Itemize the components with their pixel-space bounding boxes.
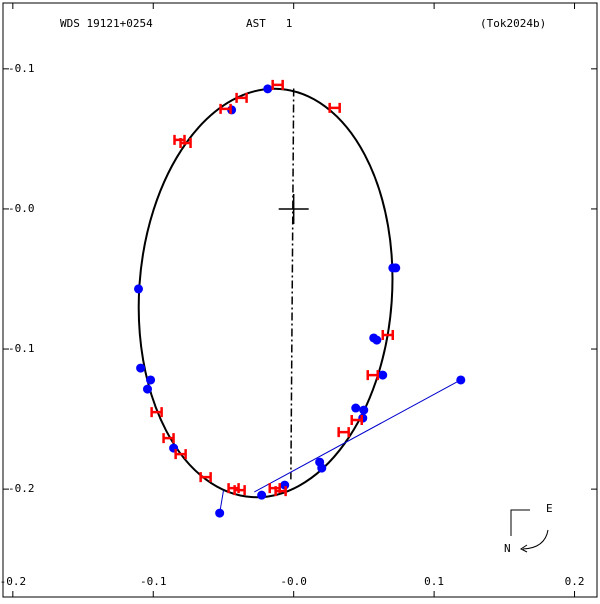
visual-point [215,508,225,518]
visual-point [257,490,267,500]
visual-point [378,370,388,380]
chart-title: WDS 19121+0254 [60,17,153,30]
y-tick-label: -0.1 [8,62,35,75]
line-of-nodes [290,88,295,480]
speckle-point [350,415,363,426]
x-tick-label: 0.1 [424,575,444,588]
speckle-point [179,137,192,148]
visual-point [146,375,156,385]
speckle-point [233,485,246,496]
speckle-point [150,407,163,418]
compass: E N [504,502,553,555]
subtitle: AST 1 [246,17,292,30]
y-tick-label: -0.0 [8,202,35,215]
visual-point [280,480,290,490]
speckle-point [162,433,175,444]
x-tick-label: -0.0 [280,575,307,588]
visual-point [136,363,146,373]
speckle-point [271,79,284,90]
speckle-point [274,486,287,497]
speckle-point [328,102,341,113]
visual-point [359,405,369,415]
orbit [137,87,394,499]
residual-line [254,379,462,493]
speckle-point [337,427,350,438]
y-tick-label: -0.2 [8,482,35,495]
speckle-point [366,370,379,381]
visual-point [372,335,382,345]
x-tick-label: 0.2 [565,575,585,588]
visual-point [142,384,152,394]
speckle-point [219,103,232,114]
speckle-point [381,330,395,341]
visual-point [134,284,144,294]
visual-point [391,263,401,273]
speckle-point [174,449,187,460]
compass-north: N [504,542,511,555]
primary-star [278,193,309,224]
visual-point [317,463,327,473]
x-tick-label: -0.2 [0,575,26,588]
visual-point [351,403,361,413]
reference: (Tok2024b) [480,17,546,30]
speckle-point [199,472,212,483]
visual-point [263,84,273,94]
y-tick-label: -0.1 [8,342,35,355]
speckle-point [235,92,248,103]
compass-east: E [546,502,553,515]
x-tick-label: -0.1 [140,575,167,588]
visual-point [456,375,466,385]
